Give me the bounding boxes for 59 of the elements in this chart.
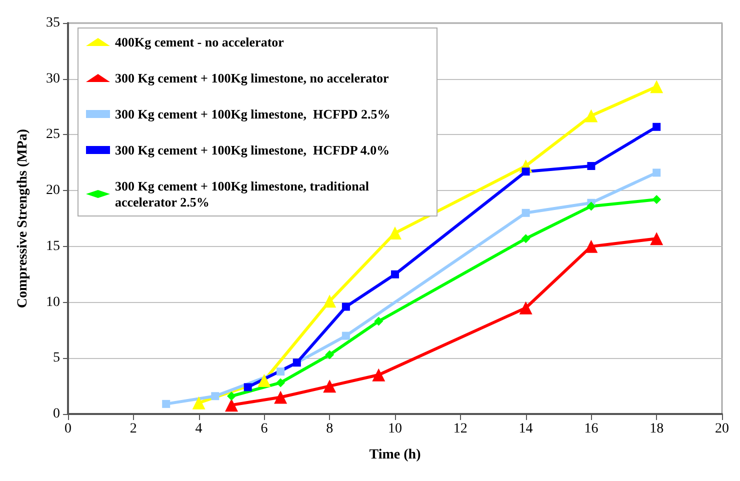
- y-axis-title: Compressive Strengths (MPa): [16, 128, 30, 308]
- point: [391, 270, 399, 278]
- point: [650, 80, 664, 94]
- point: [292, 358, 301, 367]
- x-tick-label: 4: [195, 422, 202, 436]
- point: [227, 392, 236, 401]
- point: [372, 368, 386, 382]
- point: [584, 240, 598, 253]
- x-tick-label: 18: [650, 422, 664, 436]
- point: [192, 396, 206, 410]
- point: [388, 226, 402, 240]
- x-tick-label: 6: [260, 422, 268, 436]
- y-tick-label: 30: [46, 71, 60, 86]
- y-tick-label: 15: [46, 238, 60, 254]
- point: [274, 390, 288, 404]
- y-tick-label: 35: [46, 16, 60, 30]
- y-tick-label: 20: [46, 183, 60, 198]
- point: [652, 122, 661, 131]
- y-tick-label: 0: [53, 406, 60, 422]
- point: [244, 383, 252, 392]
- point: [342, 332, 350, 340]
- point: [522, 168, 530, 176]
- point: [374, 316, 384, 326]
- point: [342, 302, 350, 311]
- point: [587, 162, 596, 170]
- y-tick-label: 5: [53, 350, 60, 366]
- point: [586, 202, 596, 211]
- y-tick-label: 25: [46, 127, 60, 142]
- legend-label: 300 Kg cement + 100Kg limestone, HCFPD 2.5%: [115, 106, 390, 122]
- legend-label: 400Kg cement - no accelerator: [115, 34, 284, 50]
- point: [258, 374, 271, 387]
- x-tick-label: 16: [584, 422, 598, 436]
- x-tick-label: 12: [453, 422, 468, 436]
- x-axis-title: Time (h): [369, 448, 422, 462]
- point: [323, 380, 336, 393]
- point: [650, 232, 664, 246]
- legend-label: 300 Kg cement + 100Kg limestone, HCFDP 4.0%: [115, 142, 390, 158]
- point: [225, 398, 238, 412]
- legend-label: 300 Kg cement + 100Kg limestone, no accelerator: [115, 70, 390, 86]
- point: [211, 392, 220, 400]
- x-tick-label: 20: [715, 422, 729, 436]
- point: [276, 378, 286, 388]
- y-tick-label: 10: [46, 294, 60, 310]
- point: [652, 195, 662, 204]
- point: [522, 208, 530, 217]
- point: [276, 368, 285, 376]
- x-tick-label: 0: [64, 422, 72, 436]
- legend-label: 300 Kg cement + 100Kg limestone, traditional accelerator 2.5%: [115, 178, 372, 210]
- point: [584, 109, 598, 122]
- x-tick-label: 14: [518, 422, 533, 436]
- x-tick-label: 8: [326, 422, 334, 436]
- point: [519, 301, 532, 314]
- point: [325, 350, 334, 360]
- point: [162, 400, 170, 408]
- point: [323, 294, 336, 308]
- point: [652, 168, 661, 177]
- x-tick-label: 10: [388, 422, 402, 436]
- point: [521, 234, 530, 244]
- x-tick-label: 2: [130, 422, 137, 436]
